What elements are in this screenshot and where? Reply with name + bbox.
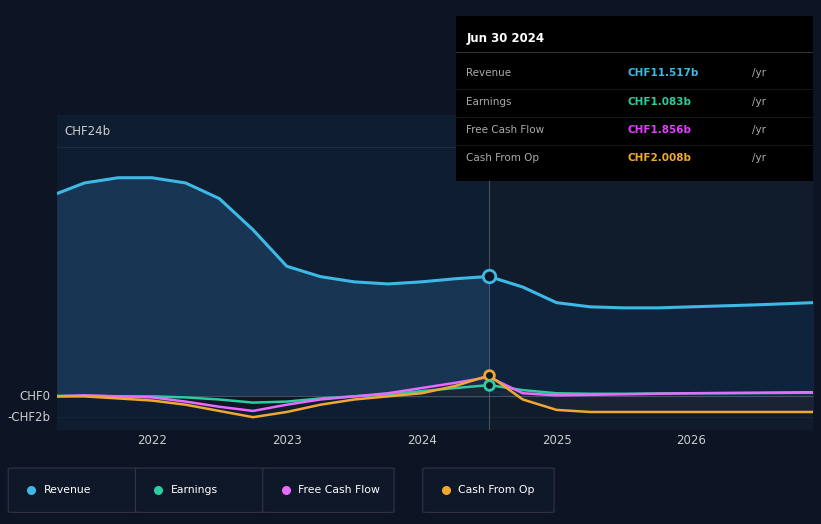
Text: Earnings: Earnings xyxy=(466,96,511,106)
Text: Revenue: Revenue xyxy=(466,69,511,79)
Text: Analysts Forecasts: Analysts Forecasts xyxy=(493,118,603,131)
Bar xyxy=(57,115,489,430)
Text: CHF1.083b: CHF1.083b xyxy=(627,96,691,106)
Text: CHF2.008b: CHF2.008b xyxy=(627,152,691,162)
Text: Earnings: Earnings xyxy=(171,485,218,495)
Bar xyxy=(489,115,813,430)
FancyBboxPatch shape xyxy=(263,468,394,512)
Text: /yr: /yr xyxy=(752,96,766,106)
Text: Jun 30 2024: Jun 30 2024 xyxy=(466,32,544,45)
FancyBboxPatch shape xyxy=(135,468,267,512)
Text: CHF0: CHF0 xyxy=(20,390,51,403)
Text: CHF11.517b: CHF11.517b xyxy=(627,69,699,79)
Text: Free Cash Flow: Free Cash Flow xyxy=(298,485,380,495)
Text: Past: Past xyxy=(461,118,485,131)
Text: Cash From Op: Cash From Op xyxy=(458,485,534,495)
Text: /yr: /yr xyxy=(752,125,766,135)
Text: Revenue: Revenue xyxy=(44,485,91,495)
Text: -CHF2b: -CHF2b xyxy=(7,411,51,424)
Text: Cash From Op: Cash From Op xyxy=(466,152,539,162)
Text: /yr: /yr xyxy=(752,152,766,162)
Text: CHF1.856b: CHF1.856b xyxy=(627,125,691,135)
FancyBboxPatch shape xyxy=(8,468,140,512)
Text: /yr: /yr xyxy=(752,69,766,79)
Text: CHF24b: CHF24b xyxy=(64,125,110,138)
FancyBboxPatch shape xyxy=(423,468,554,512)
Text: Free Cash Flow: Free Cash Flow xyxy=(466,125,544,135)
